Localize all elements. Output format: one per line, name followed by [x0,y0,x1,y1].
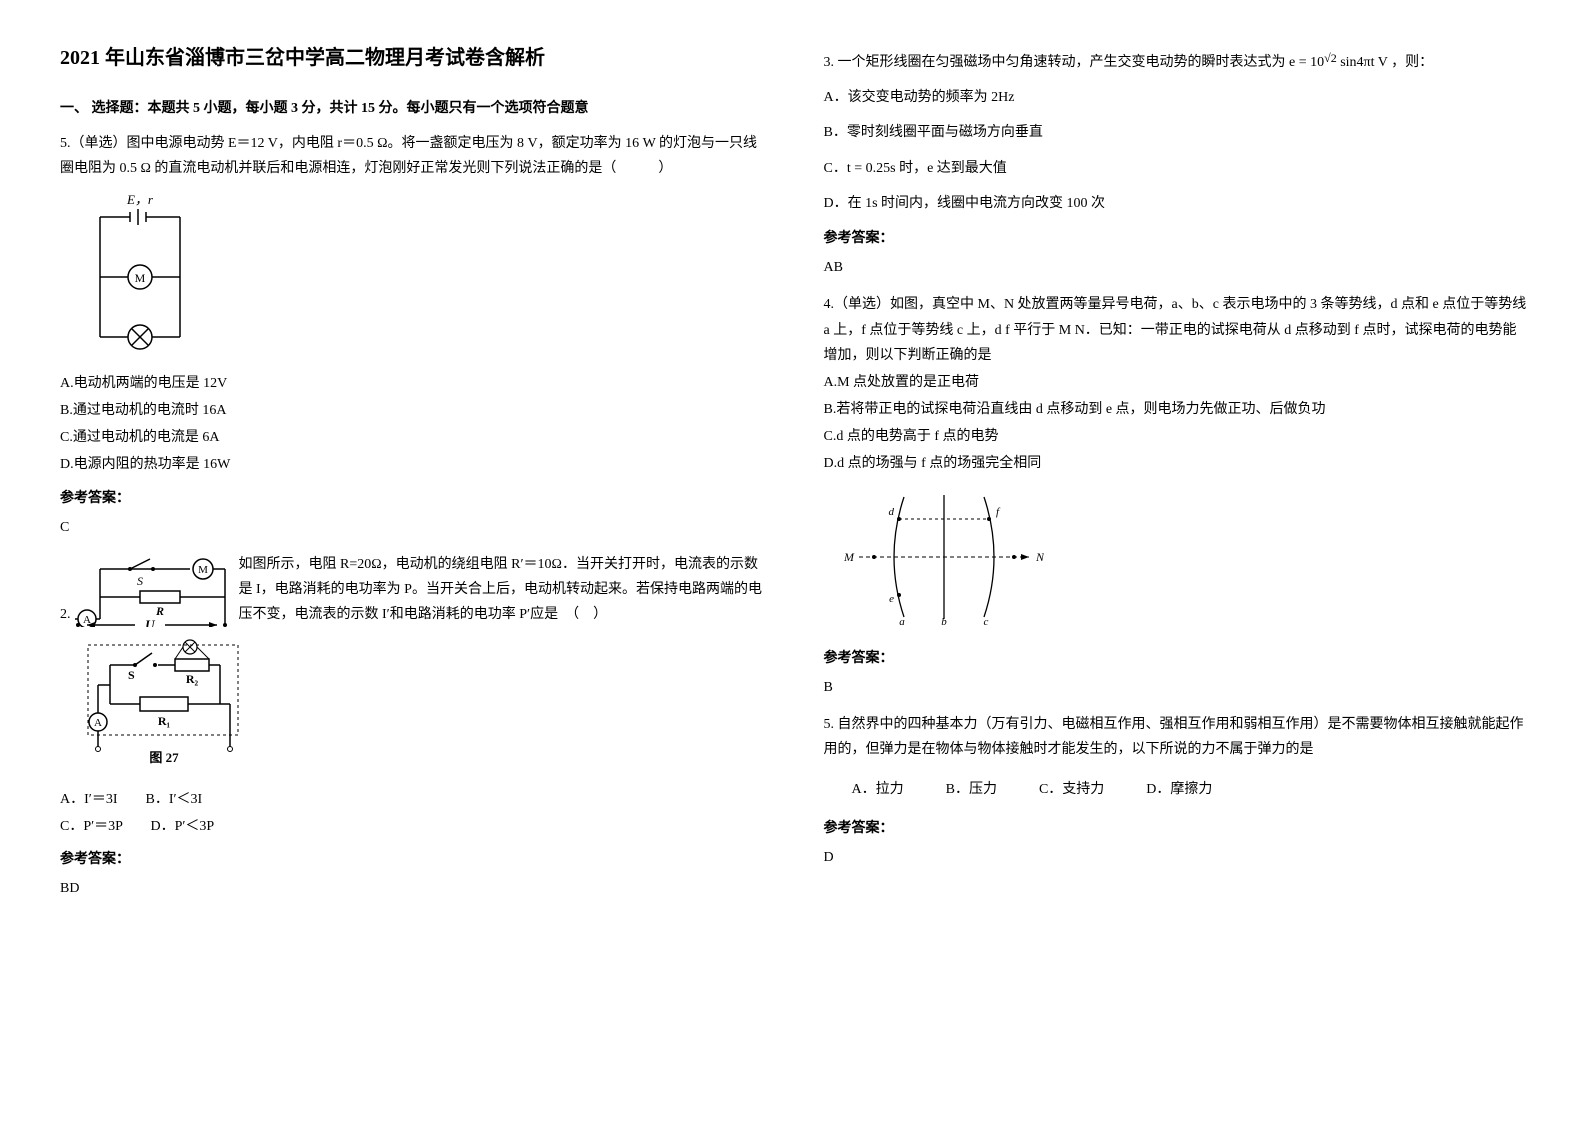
svg-text:R₂: R₂ [186,672,199,686]
question-3: 3. 一个矩形线圈在匀强磁场中匀角速转动，产生交变电动势的瞬时表达式为 e = … [824,50,1528,280]
fig27-svg: S R₂ R₁ [80,637,250,767]
q2-answer: BD [60,876,764,901]
q4-field-diagram: M N a b c d f [844,487,1528,636]
q2-opt-ab: A．I′＝3I B．I′＜3I [60,787,764,812]
svg-text:a: a [899,616,905,627]
svg-text:d: d [888,506,894,518]
q2-circuit-svg: M S R [75,557,235,627]
answer-label: 参考答案： [824,646,1528,671]
svg-text:N: N [1035,550,1044,564]
question-4: 4.（单选）如图，真空中 M、N 处放置两等量异号电荷，a、b、c 表示电场中的… [824,292,1528,700]
answer-label: 参考答案： [60,847,764,872]
circuit-svg: E，r [80,192,200,352]
q3-opt-a: A．该交变电动势的频率为 2Hz [824,85,1528,110]
svg-text:M: M [135,271,146,285]
q5a-opt-d: D.电源内阻的热功率是 16W [60,452,764,477]
q5b-options: A．拉力 B．压力 C．支持力 D．摩擦力 [852,777,1528,802]
answer-label: 参考答案： [60,486,764,511]
q2-options: A．I′＝3I B．I′＜3I C．P′＝3P D．P′＜3P [60,787,764,839]
q5a-answer: C [60,515,764,540]
q4-opt-b: B.若将带正电的试探电荷沿直线由 d 点移动到 e 点，则电场力先做正功、后做负… [824,397,1528,422]
q3-text-a: 3. 一个矩形线圈在匀强磁场中匀角速转动，产生交变电动势的瞬时表达式为 e = … [824,55,1325,70]
svg-text:S: S [128,668,135,682]
q4-opt-d: D.d 点的场强与 f 点的场强完全相同 [824,451,1528,476]
q2-figure-27: S R₂ R₁ [80,637,764,776]
question-2: 2. M S [60,552,764,902]
q3-sqrt: √2 [1324,51,1337,65]
q4-answer: B [824,675,1528,700]
q4-svg: M N a b c d f [844,487,1044,627]
svg-text:M: M [198,564,208,576]
answer-label: 参考答案： [824,226,1528,251]
svg-text:b: b [941,616,947,627]
q3-answer: AB [824,255,1528,280]
q4-text: 4.（单选）如图，真空中 M、N 处放置两等量异号电荷，a、b、c 表示电场中的… [824,292,1528,368]
q5a-options: A.电动机两端的电压是 12V B.通过电动机的电流时 16A C.通过电动机的… [60,371,764,478]
svg-text:f: f [996,506,1001,518]
svg-text:图 27: 图 27 [149,750,179,765]
q5a-circuit: E，r [80,192,764,361]
svg-text:M: M [844,550,855,564]
svg-text:c: c [983,616,988,627]
q5b-text: 5. 自然界中的四种基本力（万有引力、电磁相互作用、强相互作用和弱相互作用）是不… [824,712,1528,762]
q5a-opt-a: A.电动机两端的电压是 12V [60,371,764,396]
q4-opt-c: C.d 点的电势高于 f 点的电势 [824,424,1528,449]
q2-opt-cd: C．P′＝3P D．P′＜3P [60,814,764,839]
svg-text:R: R [154,604,163,618]
q3-opt-c: C．t = 0.25s 时，e 达到最大值 [824,156,1528,181]
section-1-header: 一、 选择题：本题共 5 小题，每小题 3 分，共计 15 分。每小题只有一个选… [60,96,764,121]
question-5a: 5.（单选）图中电源电动势 E＝12 V，内电阻 r＝0.5 Ω。将一盏额定电压… [60,131,764,540]
q5a-opt-c: C.通过电动机的电流是 6A [60,425,764,450]
answer-label: 参考答案： [824,816,1528,841]
svg-text:U: U [145,617,155,627]
svg-text:S: S [137,574,143,588]
q3-text-b: sin4πt V ，则： [1337,55,1433,70]
svg-text:R₁: R₁ [158,714,171,728]
q5a-opt-b: B.通过电动机的电流时 16A [60,398,764,423]
q3-options: A．该交变电动势的频率为 2Hz B．零时刻线圈平面与磁场方向垂直 C．t = … [824,85,1528,216]
page-title: 2021 年山东省淄博市三岔中学高二物理月考试卷含解析 [60,40,764,76]
q3-opt-d: D．在 1s 时间内，线圈中电流方向改变 100 次 [824,191,1528,216]
q3-opt-b: B．零时刻线圈平面与磁场方向垂直 [824,120,1528,145]
q2-text: 如图所示，电阻 R=20Ω，电动机的绕组电阻 R′＝10Ω．当开关打开时，电流表… [239,552,764,628]
svg-text:e: e [889,593,894,605]
q4-opt-a: A.M 点处放置的是正电荷 [824,370,1528,395]
q2-number: 2. [60,602,71,627]
q5b-answer: D [824,845,1528,870]
question-5b: 5. 自然界中的四种基本力（万有引力、电磁相互作用、强相互作用和弱相互作用）是不… [824,712,1528,870]
q5a-text: 5.（单选）图中电源电动势 E＝12 V，内电阻 r＝0.5 Ω。将一盏额定电压… [60,131,764,181]
svg-text:E，r: E，r [126,192,154,207]
svg-text:A: A [94,717,102,729]
q4-options: A.M 点处放置的是正电荷 B.若将带正电的试探电荷沿直线由 d 点移动到 e … [824,370,1528,477]
